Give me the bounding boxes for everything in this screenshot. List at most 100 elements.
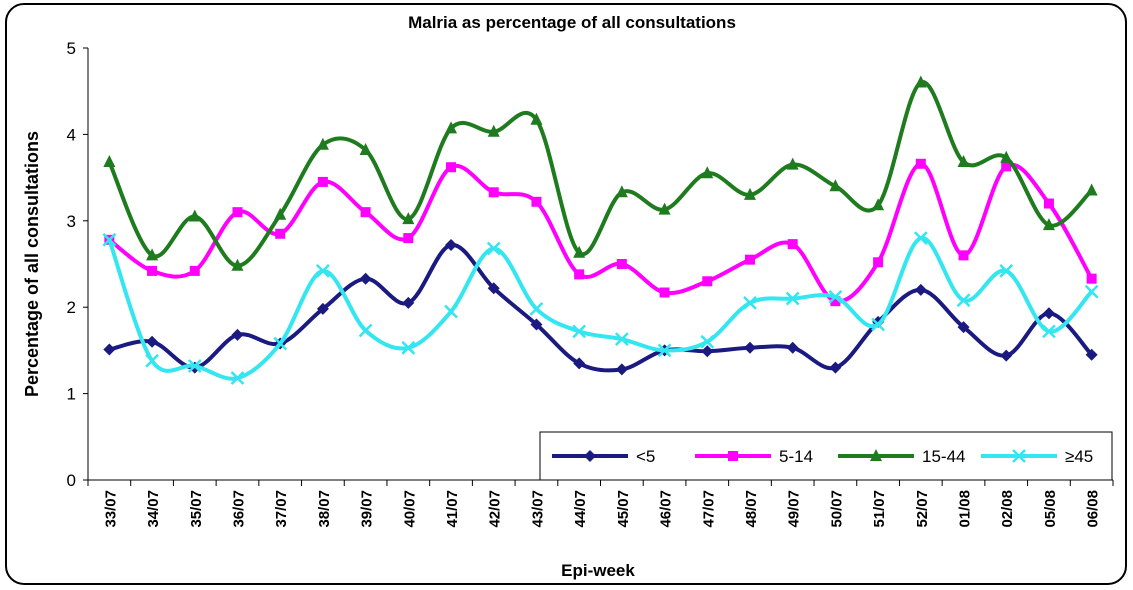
point [403, 233, 414, 244]
point [360, 207, 371, 218]
point [1042, 324, 1056, 339]
point [1086, 273, 1097, 284]
point [572, 324, 587, 339]
point [873, 257, 884, 268]
point [914, 283, 927, 296]
point [1043, 198, 1054, 209]
point [615, 363, 628, 376]
x-tick-label: 37/07 [273, 490, 290, 528]
point [102, 232, 117, 247]
x-tick-label: 39/07 [359, 490, 376, 528]
point [786, 341, 799, 354]
legend-label: ≥45 [1065, 447, 1093, 466]
point [446, 162, 457, 173]
point [915, 158, 926, 169]
point [658, 202, 671, 215]
point [743, 187, 756, 200]
point [958, 250, 969, 261]
legend-marker [584, 450, 596, 462]
point [1042, 218, 1055, 231]
point [486, 241, 501, 256]
point [702, 276, 713, 287]
legend-marker [1012, 449, 1026, 463]
x-tick-label: 34/07 [145, 490, 162, 528]
legend-label: <5 [636, 447, 655, 466]
point [488, 187, 499, 198]
point [828, 289, 843, 304]
point [1084, 284, 1099, 299]
point [829, 179, 842, 192]
chart-title: Malria as percentage of all consultation… [408, 13, 736, 32]
point [359, 272, 372, 285]
point [531, 196, 542, 207]
point [913, 231, 928, 245]
point [146, 248, 159, 261]
point [743, 341, 756, 354]
point [701, 345, 714, 358]
x-tick-label: 47/07 [700, 490, 717, 528]
x-tick-label: 02/08 [999, 490, 1016, 528]
point [616, 259, 627, 269]
point [744, 254, 755, 265]
x-tick-label: 41/07 [444, 490, 461, 528]
point [615, 185, 628, 198]
point [957, 155, 970, 168]
point [530, 318, 543, 331]
point [574, 269, 585, 280]
legend-label: 5-14 [779, 447, 813, 466]
legend-label: 15-44 [922, 447, 965, 466]
point [445, 121, 458, 134]
point [316, 264, 330, 278]
point [1042, 307, 1055, 320]
x-tick-label: 43/07 [529, 490, 546, 528]
y-axis-label: Percentage of all consultations [22, 131, 42, 397]
x-tick-label: 46/07 [658, 490, 675, 528]
x-tick-label: 49/07 [786, 490, 803, 528]
point [1000, 150, 1013, 163]
point [487, 124, 500, 137]
x-tick-label: 38/07 [316, 490, 333, 528]
x-tick-label: 42/07 [487, 490, 504, 528]
point [786, 157, 799, 170]
point [103, 343, 116, 356]
legend-marker [728, 451, 738, 461]
point [316, 302, 329, 315]
point [830, 296, 841, 307]
x-tick-label: 35/07 [188, 490, 205, 528]
point [231, 258, 244, 271]
point [530, 112, 543, 125]
point [358, 323, 373, 338]
point [1085, 183, 1098, 196]
x-tick-label: 48/07 [743, 490, 760, 528]
point [273, 336, 288, 351]
x-tick-label: 40/07 [401, 490, 418, 528]
point [787, 239, 798, 250]
point [401, 340, 416, 355]
point [701, 166, 714, 179]
series-line [107, 80, 1094, 268]
point [573, 245, 586, 258]
point [743, 295, 757, 310]
x-tick-label: 45/07 [615, 490, 632, 528]
point [573, 357, 586, 370]
legend-marker [870, 449, 882, 461]
point [871, 317, 885, 332]
y-tick-label: 3 [67, 212, 76, 231]
x-tick-label: 33/07 [102, 490, 119, 528]
point [231, 328, 244, 341]
point [316, 137, 329, 150]
point [402, 296, 415, 309]
point [872, 198, 885, 211]
x-tick-label: 44/07 [572, 490, 589, 528]
point [145, 353, 159, 368]
point [274, 207, 287, 220]
point [232, 207, 243, 218]
point [785, 291, 800, 306]
point [275, 228, 286, 239]
point [188, 209, 201, 222]
point [829, 361, 842, 374]
point [402, 212, 415, 225]
point [956, 293, 971, 308]
point [317, 176, 328, 187]
